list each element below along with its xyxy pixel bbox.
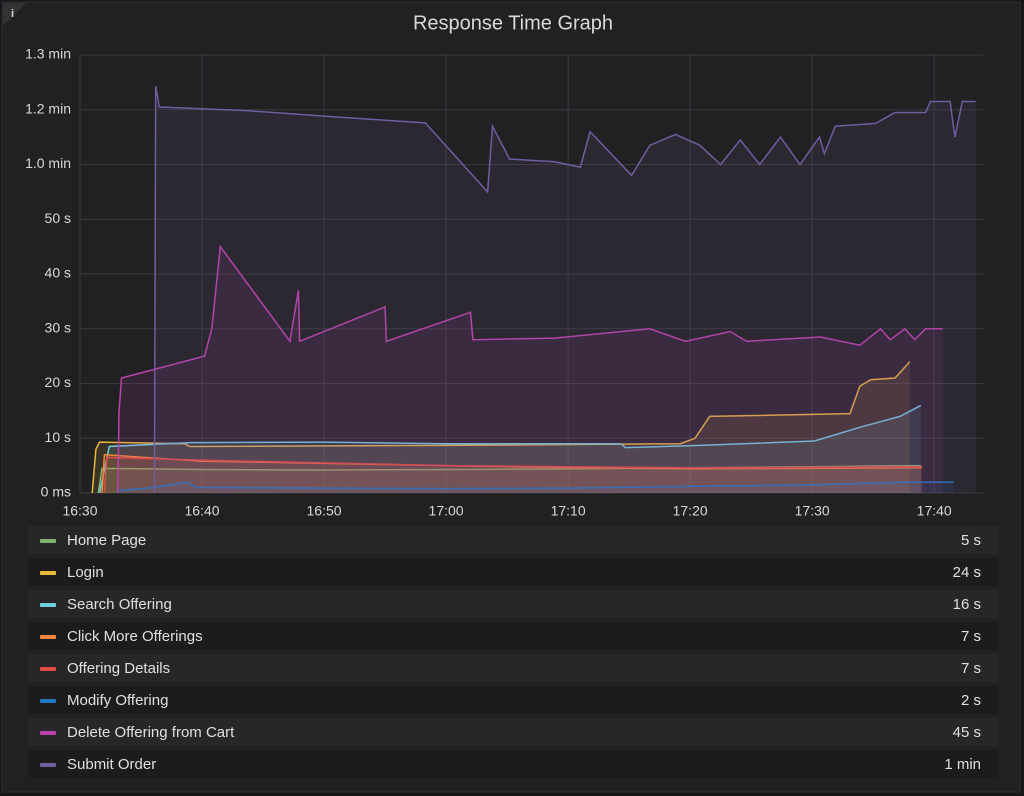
x-tick-label: 17:30: [795, 503, 830, 519]
legend-value: 24 s: [953, 564, 981, 581]
chart-title: Response Time Graph: [413, 12, 613, 34]
legend-swatch: [40, 731, 56, 735]
series-area: [116, 482, 954, 493]
legend-swatch: [40, 699, 56, 703]
x-tick-label: 16:30: [62, 503, 97, 519]
y-tick-label: 50 s: [45, 210, 71, 226]
legend-name: Offering Details: [67, 660, 170, 677]
x-tick-label: 17:10: [551, 503, 586, 519]
legend-name: Search Offering: [67, 596, 172, 613]
legend-value: 7 s: [961, 660, 981, 677]
series-area: [104, 457, 922, 493]
legend-swatch: [40, 603, 56, 607]
series-line: [103, 456, 923, 494]
legend-swatch: [40, 571, 56, 575]
legend-row: [28, 526, 998, 554]
legend-row: [28, 654, 998, 682]
y-tick-label: 30 s: [45, 319, 71, 335]
legend-row: [28, 686, 998, 714]
legend-value: 7 s: [961, 628, 981, 645]
legend-name: Click More Offerings: [67, 628, 203, 645]
legend-row: [28, 590, 998, 618]
legend-value: 16 s: [953, 596, 981, 613]
legend-swatch: [40, 763, 56, 767]
legend-row: [28, 622, 998, 650]
y-tick-label: 10 s: [45, 429, 71, 445]
info-corner: [3, 3, 26, 26]
y-tick-label: 20 s: [45, 374, 71, 390]
legend-swatch: [40, 539, 56, 543]
series-line: [153, 86, 976, 494]
y-tick-label: 1.0 min: [25, 155, 71, 171]
legend-name: Modify Offering: [67, 692, 168, 709]
legend-swatch: [40, 667, 56, 671]
series-area: [154, 86, 976, 493]
series-line: [98, 404, 922, 494]
series-line: [91, 361, 911, 494]
plot: [91, 86, 976, 494]
legend-name: Submit Order: [67, 756, 156, 773]
series-area: [92, 361, 910, 493]
x-tick-label: 17:00: [429, 503, 464, 519]
legend-value: 2 s: [961, 692, 981, 709]
y-tick-label: 0 ms: [41, 484, 71, 500]
legend-value: 45 s: [953, 724, 981, 741]
x-tick-label: 16:40: [185, 503, 220, 519]
info-icon[interactable]: i: [11, 8, 14, 20]
series-line: [117, 244, 943, 494]
legend-row: [28, 750, 998, 778]
x-tick-label: 17:40: [917, 503, 952, 519]
legend-name: Delete Offering from Cart: [67, 724, 235, 741]
legend-row: [28, 558, 998, 586]
series-area: [102, 454, 922, 493]
y-tick-label: 1.3 min: [25, 46, 71, 62]
legend-value: 1 min: [944, 756, 981, 773]
legend-name: Login: [67, 564, 104, 581]
legend: Home Page 5 s Login 24 s Search Offering 16 s…: [28, 526, 998, 778]
legend-value: 5 s: [961, 532, 981, 549]
legend-swatch: [40, 635, 56, 639]
series-line: [116, 481, 954, 492]
y-tick-label: 40 s: [45, 265, 71, 281]
legend-name: Home Page: [67, 532, 146, 549]
y-tick-label: 1.2 min: [25, 100, 71, 116]
series-area: [117, 246, 943, 493]
x-tick-label: 16:50: [307, 503, 342, 519]
x-tick-label: 17:20: [673, 503, 708, 519]
series-area: [99, 405, 921, 493]
legend-row: [28, 718, 998, 746]
